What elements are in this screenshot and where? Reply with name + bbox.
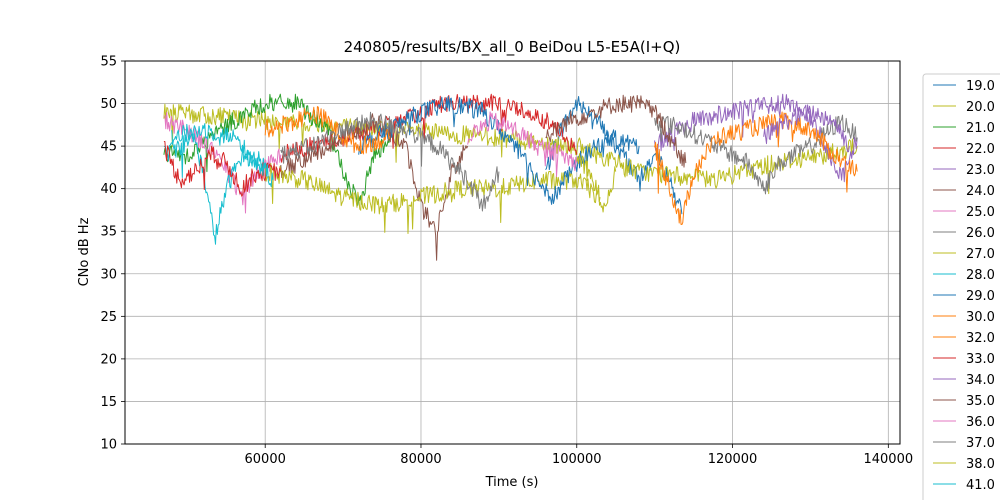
series-line-41.0 bbox=[171, 123, 274, 188]
legend: 19.0 20.0 21.0 22.0 23.0 24.0 25.0 26.0 27.0 28.0… bbox=[922, 73, 1000, 500]
legend-label-41.0: 41.0 bbox=[966, 478, 995, 493]
series-line-34.0 bbox=[763, 104, 850, 153]
legend-label-28.0: 28.0 bbox=[966, 268, 995, 283]
y-tick-label: 20 bbox=[100, 352, 117, 367]
series-line-38.0 bbox=[576, 153, 617, 213]
legend-label-29.0: 29.0 bbox=[966, 289, 995, 304]
legend-label-19.0: 19.0 bbox=[966, 79, 995, 94]
legend-label-30.0: 30.0 bbox=[966, 310, 995, 325]
y-tick-label: 40 bbox=[100, 182, 117, 197]
x-axis-label: Time (s) bbox=[485, 475, 539, 490]
y-tick-label: 10 bbox=[100, 438, 117, 453]
y-tick-label: 15 bbox=[100, 395, 117, 410]
legend-label-22.0: 22.0 bbox=[966, 142, 995, 157]
y-tick-label: 55 bbox=[100, 55, 117, 70]
legend-label-35.0: 35.0 bbox=[966, 394, 995, 409]
series-line-30.0 bbox=[264, 106, 391, 155]
x-tick-label: 60000 bbox=[245, 452, 286, 467]
x-tick-label: 120000 bbox=[708, 452, 758, 467]
y-tick-label: 30 bbox=[100, 267, 117, 282]
y-tick-label: 35 bbox=[100, 225, 117, 240]
series-line-33.0 bbox=[163, 141, 282, 197]
y-axis-label: CNo dB Hz bbox=[77, 217, 92, 286]
legend-label-27.0: 27.0 bbox=[966, 247, 995, 262]
series-line-35.0 bbox=[545, 94, 687, 168]
legend-label-37.0: 37.0 bbox=[966, 436, 995, 451]
legend-label-23.0: 23.0 bbox=[966, 163, 995, 178]
series-line-36.0 bbox=[467, 111, 578, 177]
legend-box bbox=[922, 73, 1000, 500]
series-line-29.0 bbox=[358, 96, 640, 205]
series-line-27.0 bbox=[264, 163, 601, 234]
legend-label-34.0: 34.0 bbox=[966, 373, 995, 388]
series-lines bbox=[163, 93, 858, 261]
series-line-32.0 bbox=[654, 111, 858, 225]
legend-label-38.0: 38.0 bbox=[966, 457, 995, 472]
legend-label-24.0: 24.0 bbox=[966, 184, 995, 199]
x-tick-label: 100000 bbox=[552, 452, 602, 467]
legend-label-36.0: 36.0 bbox=[966, 415, 995, 430]
axis-ticks: 60000 80000 100000 120000 140000 10 15 20 25 30 35… bbox=[100, 55, 913, 468]
series-line-26.0 bbox=[654, 114, 858, 195]
series-line-28.0 bbox=[163, 133, 266, 245]
legend-label-25.0: 25.0 bbox=[966, 205, 995, 220]
chart-title: 240805/results/BX_all_0 BeiDou L5-E5A(I+… bbox=[344, 38, 681, 57]
legend-label-32.0: 32.0 bbox=[966, 331, 995, 346]
series-line-37.0 bbox=[280, 111, 500, 212]
y-tick-label: 45 bbox=[100, 140, 117, 155]
legend-label-26.0: 26.0 bbox=[966, 226, 995, 241]
y-tick-label: 25 bbox=[100, 310, 117, 325]
series-line-23.0 bbox=[654, 93, 858, 183]
legend-label-21.0: 21.0 bbox=[966, 121, 995, 136]
plot-frame bbox=[124, 60, 901, 445]
x-tick-label: 140000 bbox=[863, 452, 913, 467]
x-tick-label: 80000 bbox=[400, 452, 441, 467]
legend-label-33.0: 33.0 bbox=[966, 352, 995, 367]
legend-label-20.0: 20.0 bbox=[966, 100, 995, 115]
y-tick-label: 50 bbox=[100, 97, 117, 112]
series-line-24.0 bbox=[280, 113, 469, 261]
